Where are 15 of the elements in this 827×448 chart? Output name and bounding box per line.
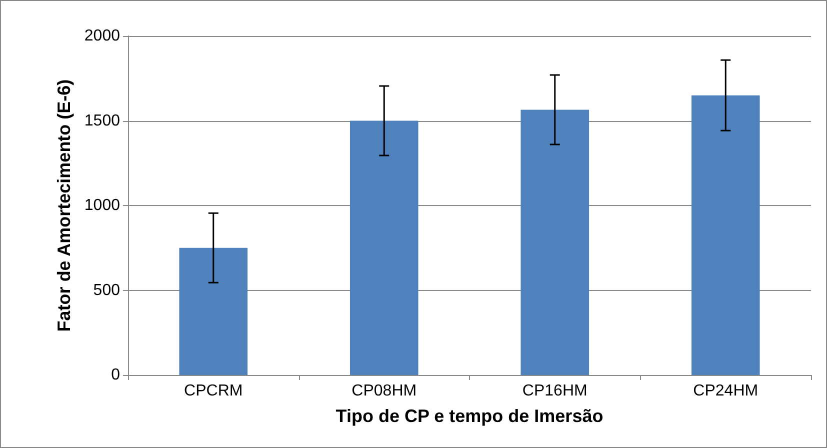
- y-tick-label: 1000: [84, 197, 120, 214]
- x-axis-title: Tipo de CP e tempo de Imersão: [336, 406, 604, 426]
- bar: [350, 120, 418, 375]
- y-axis-title: Fator de Amortecimento (E-6): [54, 79, 74, 332]
- x-tick-label: CP16HM: [522, 382, 588, 400]
- x-tick-label: CPCRM: [184, 382, 243, 400]
- y-tick-label: 1500: [84, 112, 120, 130]
- y-tick-label: 2000: [84, 28, 120, 44]
- bar: [691, 95, 760, 375]
- bar: [179, 248, 248, 375]
- y-tick-label: 0: [111, 366, 120, 384]
- bar: [520, 110, 590, 375]
- x-tick-label: CP08HM: [352, 382, 417, 400]
- x-tick-label: CP24HM: [693, 382, 758, 400]
- y-tick-label: 500: [93, 282, 120, 299]
